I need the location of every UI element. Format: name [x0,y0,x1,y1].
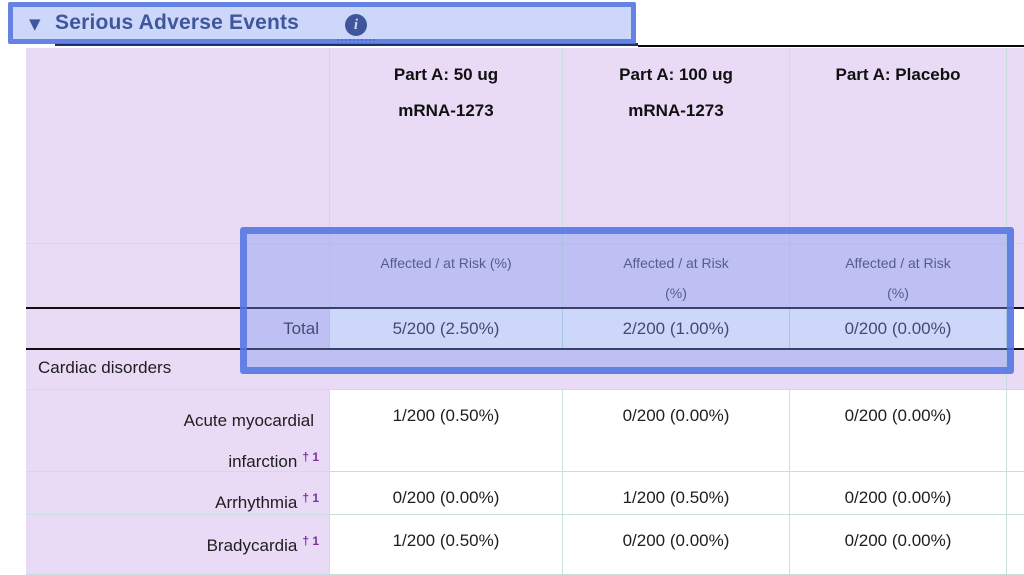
info-icon[interactable]: i [345,14,367,36]
clipped-column-cell [1007,390,1024,471]
footnote-marker: † 1 [302,534,319,548]
corner-cell [26,48,330,243]
clipped-column-cell [1007,472,1024,514]
clipped-column-cell [1007,350,1024,389]
event-value-cell: 0/200 (0.00%) [790,390,1007,471]
category-row: Cardiac disorders [26,350,1024,390]
subheader-line: (%) [887,285,909,301]
section-title[interactable]: Serious Adverse Events [55,11,300,34]
column-header-cell: Part A: 50 ug mRNA-1273 [330,48,563,243]
table-top-border [638,45,1024,47]
clipped-column-cell [1007,515,1024,574]
column-header-line: mRNA-1273 [628,101,724,120]
event-label-line: Arrhythmia † 1 [215,491,319,512]
category-cell: Cardiac disorders [26,350,1007,389]
event-row: Arrhythmia † 1 0/200 (0.00%) 1/200 (0.50%… [26,472,1024,515]
clipped-column-cell [1007,244,1024,307]
footnote-marker: † 1 [302,450,319,464]
total-value-cell: 5/200 (2.50%) [330,309,563,348]
subheader-line: (%) [665,285,687,301]
subheader-line: Affected / at Risk [845,255,951,271]
section-header: ▼ Serious Adverse Events i [0,0,1024,47]
clipped-column-cell [1007,48,1024,243]
event-value-cell: 0/200 (0.00%) [790,515,1007,574]
event-value-cell: 1/200 (0.50%) [563,472,790,514]
column-header-cell: Part A: 100 ug mRNA-1273 [563,48,790,243]
subheader-line: Affected / at Risk [623,255,729,271]
collapse-triangle-icon[interactable]: ▼ [29,15,41,33]
event-value-cell: 0/200 (0.00%) [563,390,790,471]
table-row: Part A: 50 ug mRNA-1273 Part A: 100 ug m… [26,48,1024,244]
total-value-cell: 0/200 (0.00%) [790,309,1007,348]
section-header-rule [55,43,638,46]
column-header-line: Part A: Placebo [835,65,961,84]
event-label-line: Acute myocardial [183,411,314,430]
event-label-line: infarction † 1 [228,450,319,471]
event-label-cell: Acute myocardial infarction † 1 [26,390,330,471]
event-row: Bradycardia † 1 1/200 (0.50%) 0/200 (0.00… [26,515,1024,575]
event-value-cell: 0/200 (0.00%) [563,515,790,574]
total-row: Total 5/200 (2.50%) 2/200 (1.00%) 0/200 … [26,307,1024,350]
event-row: Acute myocardial infarction † 1 1/200 (0.… [26,390,1024,472]
subheader-cell: Affected / at Risk (%) [790,244,1007,307]
event-value-cell: 1/200 (0.50%) [330,390,563,471]
subheader-line: Affected / at Risk (%) [380,255,512,271]
info-tooltip-underline [337,39,375,41]
total-value-cell: 2/200 (1.00%) [563,309,790,348]
total-label-cell: Total [26,309,330,348]
event-label-cell: Arrhythmia † 1 [26,472,330,514]
column-header-line: mRNA-1273 [398,101,494,120]
column-header-line: Part A: 100 ug [619,65,733,84]
serious-adverse-events-table: Part A: 50 ug mRNA-1273 Part A: 100 ug m… [26,48,1024,575]
clipped-column-cell [1007,309,1024,348]
event-value-cell: 0/200 (0.00%) [790,472,1007,514]
event-label-line: Bradycardia † 1 [206,534,319,555]
event-label-cell: Bradycardia † 1 [26,515,330,574]
event-value-cell: 0/200 (0.00%) [330,472,563,514]
footnote-marker: † 1 [302,491,319,505]
column-header-cell: Part A: Placebo [790,48,1007,243]
spacer-cell [26,244,330,307]
table-row: Affected / at Risk (%) Affected / at Ris… [26,244,1024,307]
subheader-cell: Affected / at Risk (%) [563,244,790,307]
subheader-cell: Affected / at Risk (%) [330,244,563,307]
event-value-cell: 1/200 (0.50%) [330,515,563,574]
column-header-line: Part A: 50 ug [393,65,499,84]
